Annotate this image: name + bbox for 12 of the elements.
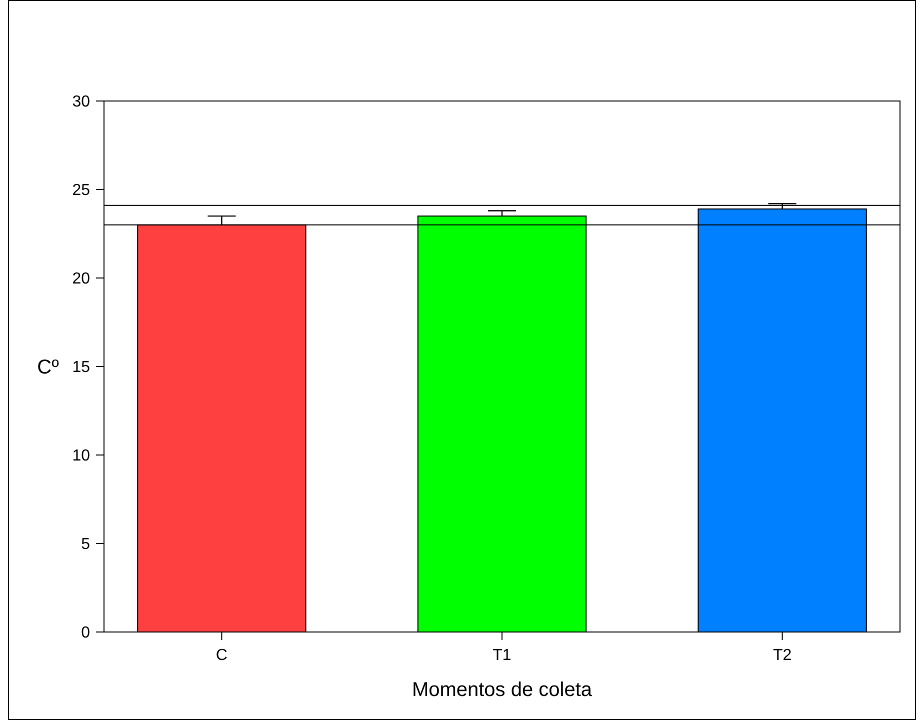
y-tick-label: 15 (72, 359, 90, 376)
x-axis-title: Momentos de coleta (412, 679, 593, 701)
y-tick-label: 10 (72, 448, 90, 465)
y-tick-label: 20 (72, 270, 90, 288)
y-tick-label: 30 (72, 94, 90, 111)
y-tick-label: 0 (81, 624, 90, 642)
y-tick-label: 25 (72, 182, 90, 200)
y-axis-title: Cº (37, 356, 60, 378)
y-tick-label: 5 (81, 536, 90, 554)
x-tick-label: C (216, 647, 228, 664)
x-tick-label: T1 (492, 647, 512, 664)
x-tick-label: T2 (772, 647, 792, 664)
